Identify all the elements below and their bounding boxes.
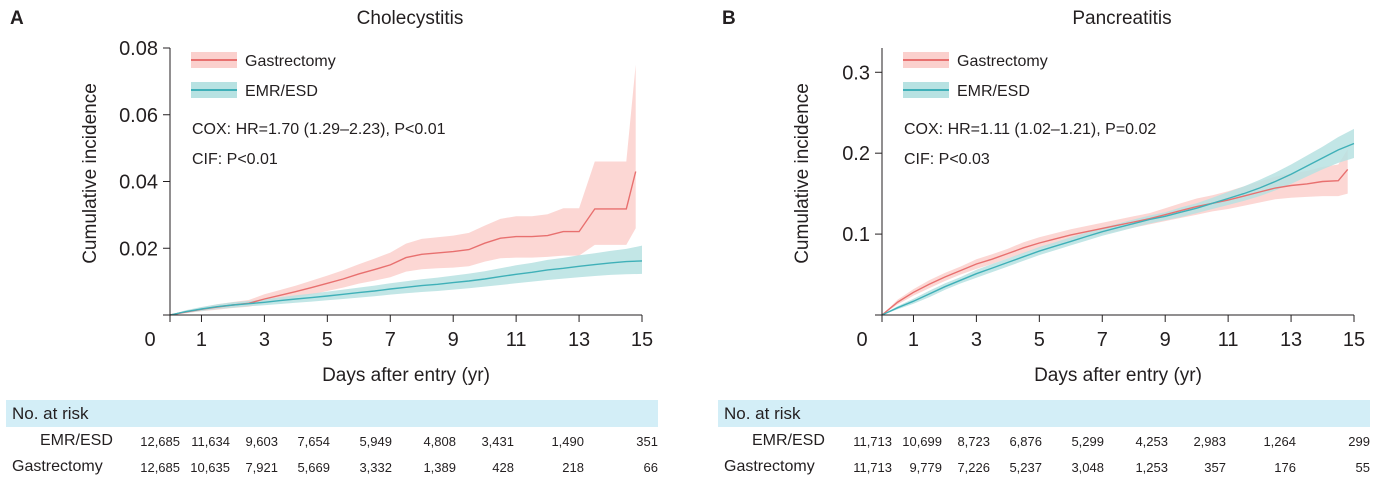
confidence-band-gastrectomy bbox=[882, 149, 1348, 315]
risk-cell: 5,237 bbox=[1009, 460, 1042, 475]
x-tick-label: 9 bbox=[448, 329, 459, 351]
x-tick-label: 13 bbox=[568, 329, 590, 351]
y-axis-label: Cumulative incidence bbox=[792, 83, 813, 264]
risk-table-header bbox=[6, 400, 658, 427]
x-tick-label: 9 bbox=[1160, 329, 1171, 351]
x-axis-label: Days after entry (yr) bbox=[1034, 365, 1202, 386]
risk-cell: 218 bbox=[562, 460, 584, 475]
risk-cell: 5,949 bbox=[359, 434, 392, 449]
x-tick-label: 7 bbox=[1097, 329, 1108, 351]
risk-cell: 7,226 bbox=[957, 460, 990, 475]
x-tick-label: 5 bbox=[1034, 329, 1045, 351]
risk-table-title: No. at risk bbox=[724, 404, 801, 423]
risk-cell: 11,713 bbox=[853, 434, 892, 449]
risk-cell: 12,685 bbox=[140, 460, 180, 475]
y-tick-label: 0.2 bbox=[842, 143, 870, 165]
y-tick-label: 0.1 bbox=[842, 224, 870, 246]
confidence-band-emr-esd bbox=[170, 245, 642, 315]
series-line-gastrectomy bbox=[881, 168, 1349, 316]
x-tick-label: 7 bbox=[385, 329, 396, 351]
risk-cell: 1,490 bbox=[551, 434, 584, 449]
risk-cell: 9,779 bbox=[909, 460, 942, 475]
risk-cell: 357 bbox=[1204, 460, 1226, 475]
annotation-text: CIF: P<0.01 bbox=[192, 151, 278, 168]
legend-label: EMR/ESD bbox=[245, 83, 318, 100]
risk-cell: 12,685 bbox=[140, 434, 180, 449]
risk-cell: 299 bbox=[1348, 434, 1370, 449]
risk-cell: 5,299 bbox=[1071, 434, 1104, 449]
x-tick-label: 5 bbox=[322, 329, 333, 351]
risk-cell: 5,669 bbox=[297, 460, 330, 475]
x-tick-label: 3 bbox=[971, 329, 982, 351]
risk-row-label: EMR/ESD bbox=[40, 432, 113, 449]
risk-cell: 2,983 bbox=[1193, 434, 1226, 449]
y-tick-label: 0.08 bbox=[119, 38, 158, 60]
panel-letter: B bbox=[722, 8, 736, 29]
annotation-text: CIF: P<0.03 bbox=[904, 151, 990, 168]
risk-cell: 1,389 bbox=[423, 460, 456, 475]
panel-a: A Cholecystitis 0.02 0.04 0.06 0.08 0 1 3 5 7 9 11… bbox=[0, 0, 680, 482]
risk-cell: 7,654 bbox=[297, 434, 330, 449]
x-tick-label: 11 bbox=[506, 329, 527, 351]
risk-cell: 11,713 bbox=[853, 460, 892, 475]
risk-cell: 11,634 bbox=[191, 434, 230, 449]
x-tick-label: 0 bbox=[144, 329, 155, 351]
risk-cell: 1,264 bbox=[1263, 434, 1296, 449]
y-tick-label: 0.06 bbox=[119, 105, 158, 127]
y-axis-label: Cumulative incidence bbox=[80, 83, 101, 264]
x-tick-label: 0 bbox=[856, 329, 867, 351]
confidence-band-gastrectomy bbox=[170, 64, 636, 315]
risk-cell: 66 bbox=[643, 460, 658, 475]
chart-title: Pancreatitis bbox=[1072, 8, 1172, 29]
panel-letter: A bbox=[10, 8, 24, 29]
panel-b: B Pancreatitis 0.1 0.2 0.3 0 1 3 5 7 9 11 13 15 Days… bbox=[712, 0, 1383, 482]
x-tick-label: 1 bbox=[196, 329, 207, 351]
risk-cell: 6,876 bbox=[1009, 434, 1042, 449]
risk-cell: 7,921 bbox=[245, 460, 278, 475]
risk-cell: 4,808 bbox=[423, 434, 456, 449]
risk-cell: 176 bbox=[1274, 460, 1296, 475]
series-line-emr-esd bbox=[881, 142, 1355, 316]
x-tick-label: 15 bbox=[1343, 329, 1365, 351]
chart-title: Cholecystitis bbox=[356, 8, 464, 29]
legend-label: Gastrectomy bbox=[957, 53, 1048, 70]
risk-cell: 10,699 bbox=[902, 434, 942, 449]
x-tick-label: 3 bbox=[259, 329, 270, 351]
x-tick-label: 13 bbox=[1280, 329, 1302, 351]
legend-label: EMR/ESD bbox=[957, 83, 1030, 100]
risk-cell: 1,253 bbox=[1135, 460, 1168, 475]
annotation-text: COX: HR=1.11 (1.02–1.21), P=0.02 bbox=[904, 121, 1156, 138]
annotation-text: COX: HR=1.70 (1.29–2.23), P<0.01 bbox=[192, 121, 446, 138]
x-tick-label: 1 bbox=[908, 329, 919, 351]
series-line-emr-esd bbox=[169, 260, 643, 316]
risk-cell: 10,635 bbox=[190, 460, 230, 475]
risk-cell: 9,603 bbox=[245, 434, 278, 449]
x-axis-label: Days after entry (yr) bbox=[322, 365, 490, 386]
risk-cell: 3,431 bbox=[481, 434, 514, 449]
risk-row-label: Gastrectomy bbox=[724, 458, 815, 475]
y-tick-label: 0.04 bbox=[119, 172, 158, 194]
x-tick-label: 11 bbox=[1218, 329, 1239, 351]
risk-table-title: No. at risk bbox=[12, 404, 89, 423]
risk-cell: 3,048 bbox=[1071, 460, 1104, 475]
risk-cell: 428 bbox=[492, 460, 514, 475]
risk-cell: 4,253 bbox=[1135, 434, 1168, 449]
x-tick-label: 15 bbox=[631, 329, 653, 351]
y-tick-label: 0.3 bbox=[842, 62, 870, 84]
risk-cell: 8,723 bbox=[957, 434, 990, 449]
risk-cell: 351 bbox=[636, 434, 658, 449]
risk-cell: 3,332 bbox=[359, 460, 392, 475]
risk-table-header bbox=[718, 400, 1370, 427]
risk-row-label: Gastrectomy bbox=[12, 458, 103, 475]
risk-row-label: EMR/ESD bbox=[752, 432, 825, 449]
confidence-band-emr-esd bbox=[882, 128, 1354, 315]
legend-label: Gastrectomy bbox=[245, 53, 336, 70]
y-tick-label: 0.02 bbox=[119, 238, 158, 260]
risk-cell: 55 bbox=[1355, 460, 1370, 475]
